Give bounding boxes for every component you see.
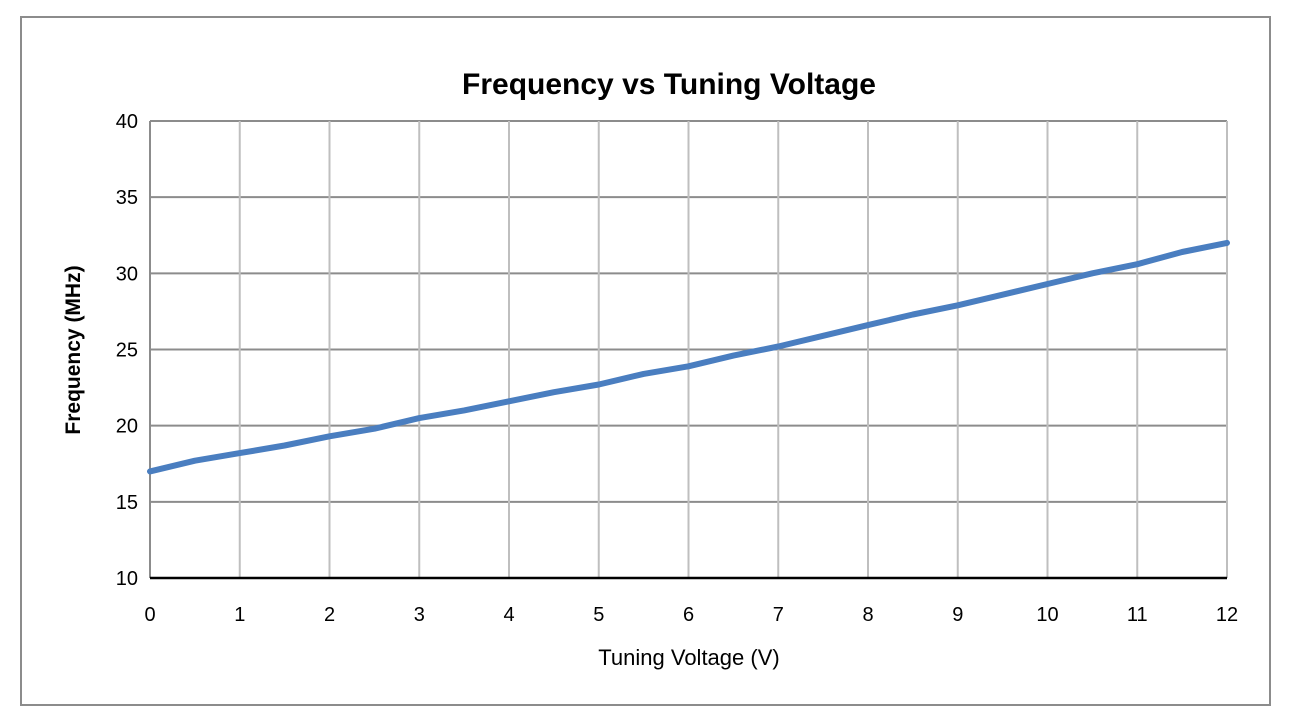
x-tick-label: 12 xyxy=(1216,604,1238,626)
x-tick-label: 11 xyxy=(1127,604,1148,626)
x-tick-label: 4 xyxy=(503,604,514,626)
x-tick-label: 7 xyxy=(773,604,784,626)
x-tick-label: 8 xyxy=(862,604,873,626)
y-tick-label: 40 xyxy=(116,111,138,133)
series-layer xyxy=(147,239,1230,475)
y-tick-label: 20 xyxy=(116,416,138,438)
x-tick-label: 2 xyxy=(324,604,335,626)
x-tick-label: 9 xyxy=(952,604,963,626)
x-tick-label: 3 xyxy=(414,604,425,626)
y-tick-label: 35 xyxy=(116,187,138,209)
x-tick-label: 10 xyxy=(1036,604,1058,626)
y-axis-title: Frequency (MHz) xyxy=(62,265,85,434)
chart-title: Frequency vs Tuning Voltage xyxy=(462,68,876,101)
x-tick-label: 6 xyxy=(683,604,694,626)
y-tick-label: 30 xyxy=(116,263,138,285)
y-tick-label: 25 xyxy=(116,340,138,362)
x-tick-label: 5 xyxy=(593,604,604,626)
grid-lines xyxy=(150,120,1228,578)
x-tick-label: 0 xyxy=(144,604,155,626)
chart-frame xyxy=(20,16,1271,706)
series-line xyxy=(147,239,1230,475)
y-tick-label: 15 xyxy=(116,492,138,514)
y-tick-label: 10 xyxy=(116,568,138,590)
x-tick-label: 1 xyxy=(234,604,245,626)
axes xyxy=(149,121,1227,580)
x-axis-title: Tuning Voltage (V) xyxy=(598,645,779,670)
